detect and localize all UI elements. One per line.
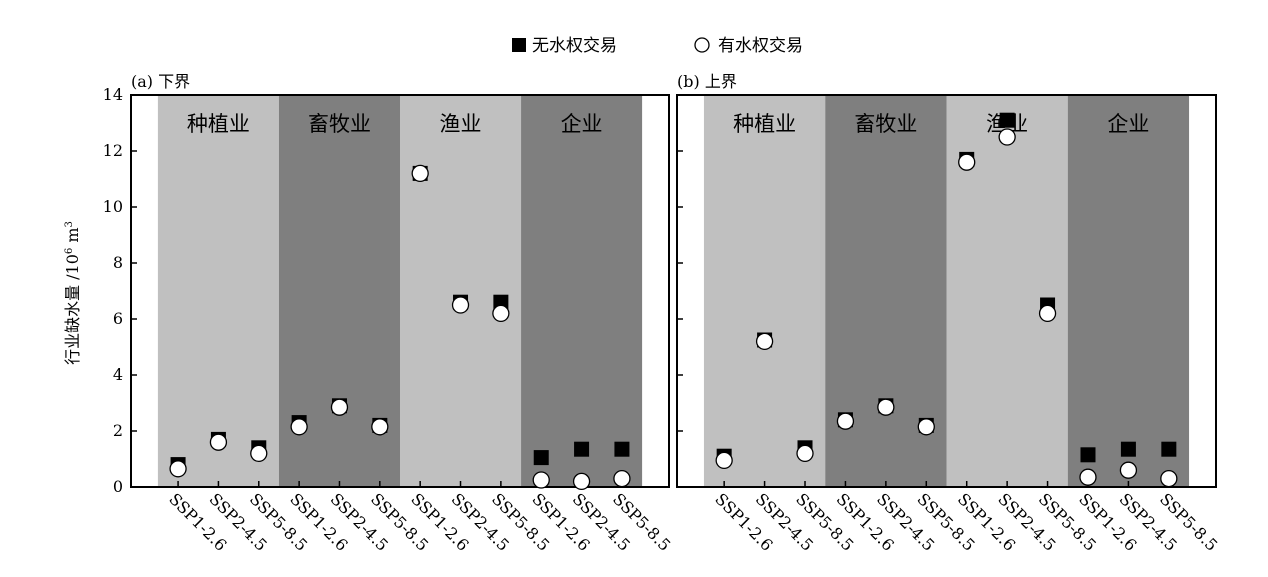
group-label: 企业 — [561, 112, 603, 136]
legend-square-marker — [512, 38, 526, 52]
group-label: 畜牧业 — [854, 112, 917, 136]
y-tick-label: 4 — [113, 365, 123, 384]
point-with-trade — [613, 469, 631, 488]
legend-no-trade-label: 无水权交易 — [532, 36, 617, 56]
point-with-trade — [796, 444, 814, 463]
point-with-trade — [877, 398, 895, 416]
y-tick-label: 6 — [113, 309, 123, 328]
group-label: 渔业 — [440, 112, 482, 136]
group-band — [703, 95, 826, 487]
legend-circle-marker — [694, 37, 710, 53]
y-tick-label: 0 — [113, 477, 123, 496]
point-with-trade — [958, 153, 976, 171]
point-with-trade — [1079, 468, 1097, 486]
point-with-trade — [209, 433, 228, 451]
panel-label: (b) 上界 — [677, 72, 737, 91]
point-with-trade — [492, 304, 510, 323]
point-with-trade — [998, 128, 1016, 146]
point-with-trade — [371, 418, 389, 436]
point-with-trade — [1160, 469, 1178, 488]
point-no-trade — [1120, 441, 1136, 457]
point-with-trade — [250, 444, 268, 463]
point-with-trade — [330, 398, 349, 416]
y-tick-label: 14 — [103, 85, 123, 104]
group-band — [1067, 95, 1190, 487]
plot-frame — [676, 94, 1217, 488]
chart-panel-a: 种植业 畜牧业 渔业 企业(a) 下界02468101214SSP1-2.6SSP2-… — [103, 72, 675, 555]
y-tick-label: 10 — [103, 197, 123, 216]
group-label: 种植业 — [187, 112, 250, 136]
point-with-trade — [532, 471, 550, 489]
point-with-trade — [169, 460, 187, 478]
point-with-trade — [411, 164, 429, 183]
group-label: 企业 — [1107, 112, 1149, 136]
point-no-trade — [574, 441, 590, 457]
point-no-trade — [533, 450, 549, 466]
group-band — [157, 95, 279, 487]
point-with-trade — [836, 412, 855, 430]
y-axis-title: 行业缺水量 /106 m3 — [63, 221, 82, 365]
point-with-trade — [290, 418, 308, 436]
point-with-trade — [451, 296, 470, 314]
legend: 无水权交易 有水权交易 — [512, 36, 803, 56]
group-label: 种植业 — [733, 112, 796, 136]
point-no-trade — [1161, 441, 1177, 457]
point-with-trade — [755, 332, 774, 351]
point-no-trade — [614, 441, 630, 457]
group-band — [400, 95, 522, 487]
panel-label: (a) 下界 — [131, 72, 190, 91]
group-label: 畜牧业 — [308, 112, 371, 136]
point-no-trade — [1080, 447, 1096, 463]
group-band — [521, 95, 643, 487]
y-tick-label: 2 — [113, 421, 123, 440]
point-with-trade — [917, 418, 935, 436]
y-tick-label: 8 — [113, 253, 123, 272]
point-with-trade — [1119, 461, 1138, 479]
plot-frame — [130, 94, 670, 488]
point-with-trade — [572, 472, 591, 491]
point-with-trade — [1038, 304, 1057, 323]
point-with-trade — [715, 451, 733, 470]
point-no-trade — [999, 112, 1015, 128]
legend-with-trade-label: 有水权交易 — [718, 36, 803, 56]
y-tick-label: 12 — [103, 141, 123, 160]
